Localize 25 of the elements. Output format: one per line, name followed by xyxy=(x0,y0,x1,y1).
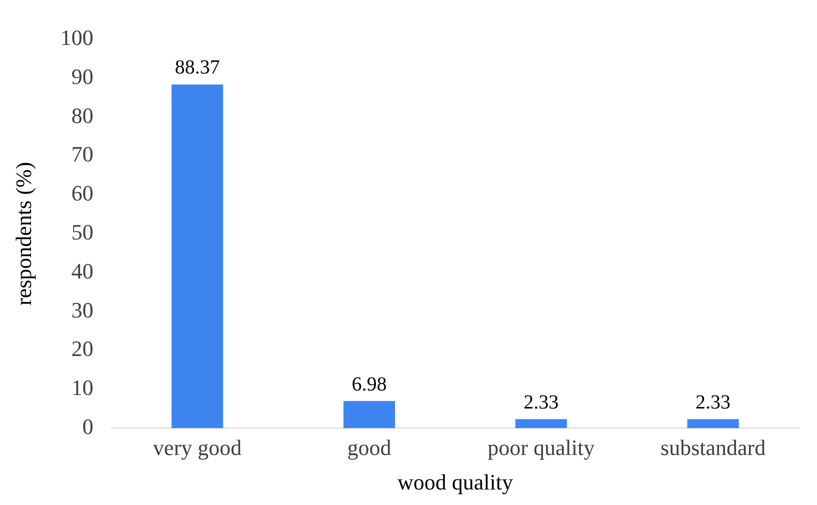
y-tick-label: 0 xyxy=(82,414,94,439)
x-tick-label: good xyxy=(347,435,392,460)
y-tick-label: 100 xyxy=(60,24,94,50)
data-label: 2.33 xyxy=(696,391,731,414)
y-tick-label: 10 xyxy=(71,375,94,400)
data-label: 2.33 xyxy=(524,391,559,414)
y-tick-label: 70 xyxy=(71,142,94,167)
data-label: 88.37 xyxy=(174,56,220,79)
y-tick-label: 90 xyxy=(71,64,94,89)
y-tick-label: 30 xyxy=(71,297,94,322)
y-tick-label: 50 xyxy=(71,219,94,244)
y-tick-label: 60 xyxy=(71,180,94,206)
y-tick-label: 20 xyxy=(71,336,94,362)
bar xyxy=(172,84,224,428)
x-axis-title: wood quality xyxy=(397,470,513,495)
y-tick-label: 80 xyxy=(71,102,94,128)
x-tick-label: very good xyxy=(153,435,242,460)
x-tick-label: poor quality xyxy=(488,435,595,460)
y-tick-label: 40 xyxy=(71,258,94,284)
y-axis-title: respondents (%) xyxy=(10,162,36,306)
bar xyxy=(343,401,396,428)
bar xyxy=(687,419,739,428)
x-tick-label: substandard xyxy=(660,435,766,460)
bar xyxy=(515,419,567,428)
data-label: 6.98 xyxy=(352,373,387,396)
